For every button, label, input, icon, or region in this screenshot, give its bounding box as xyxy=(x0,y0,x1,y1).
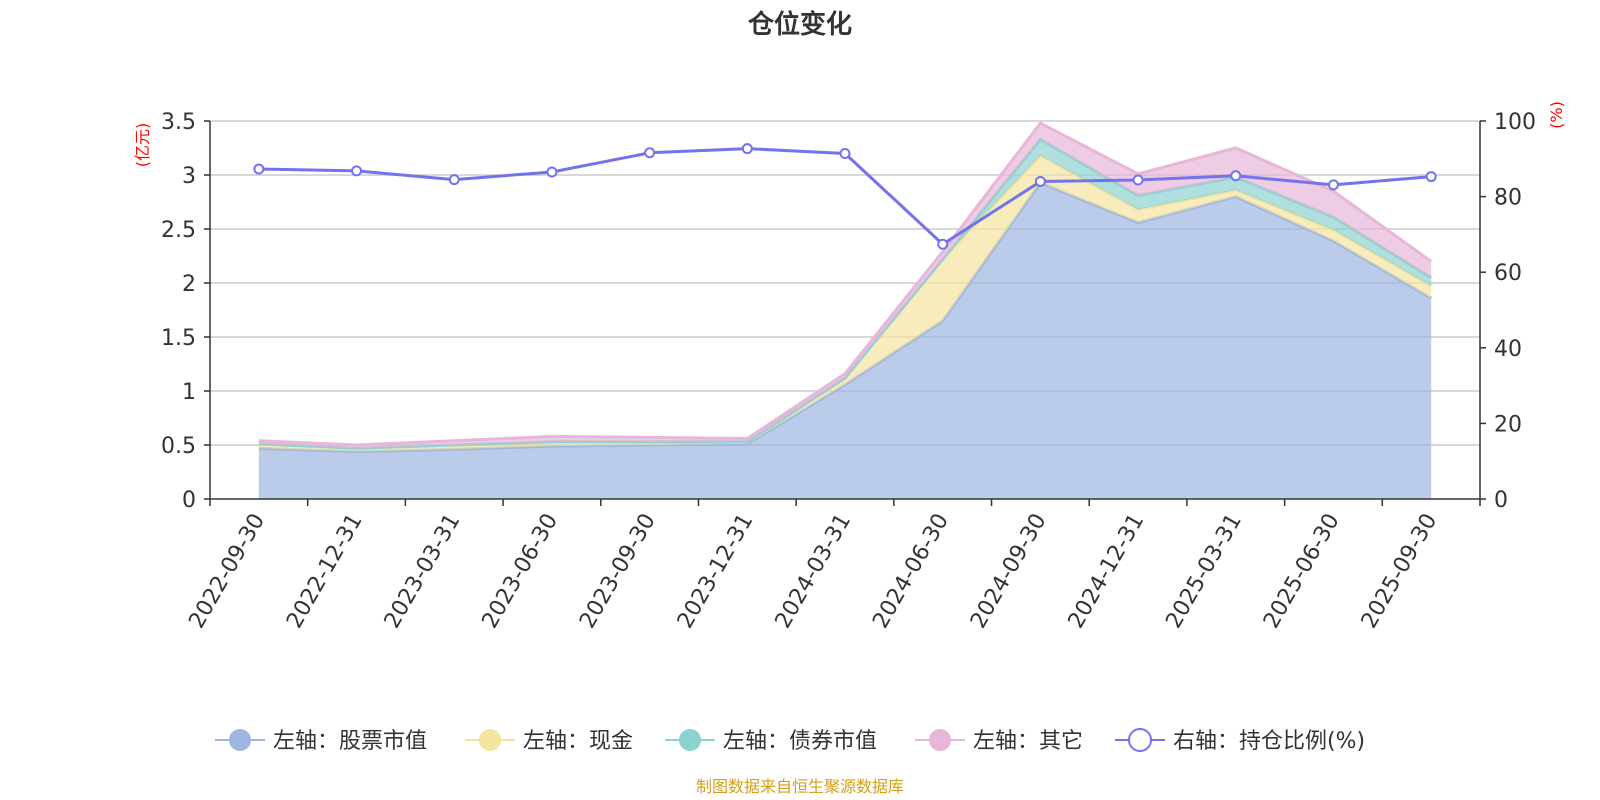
left-axis-unit: (亿元) xyxy=(133,123,152,168)
area-series-0 xyxy=(258,182,1432,499)
legend-label: 左轴：其它 xyxy=(973,729,1083,754)
left-tick-label: 2 xyxy=(182,272,196,297)
x-tick-label: 2023-12-31 xyxy=(673,510,759,633)
x-tick-label: 2025-09-30 xyxy=(1357,510,1443,633)
ratio-point xyxy=(351,165,363,177)
legend-item: 左轴：股票市值 xyxy=(215,729,427,754)
ratio-point xyxy=(644,147,656,159)
legend-label: 右轴：持仓比例(%) xyxy=(1173,729,1365,754)
legend-item: 右轴：持仓比例(%) xyxy=(1115,728,1365,754)
legend-marker xyxy=(229,729,251,751)
right-tick-label: 80 xyxy=(1494,186,1522,211)
right-tick-label: 0 xyxy=(1494,488,1508,513)
ratio-point xyxy=(1327,179,1339,191)
legend-item: 左轴：现金 xyxy=(465,729,633,754)
ratio-point xyxy=(1132,174,1144,186)
legend-item: 左轴：其它 xyxy=(915,729,1083,754)
legend-marker xyxy=(679,729,701,751)
x-tick-label: 2024-12-31 xyxy=(1064,510,1150,633)
ratio-point xyxy=(448,174,460,186)
holding-ratio-line xyxy=(253,143,1437,250)
ratio-point xyxy=(546,166,558,178)
ratio-point xyxy=(1425,171,1437,183)
x-tick-label: 2022-09-30 xyxy=(184,510,270,633)
ratio-point xyxy=(253,163,265,175)
legend-marker xyxy=(1128,728,1152,752)
legend-label: 左轴：现金 xyxy=(523,729,633,754)
chart-title: 仓位变化 xyxy=(747,9,852,40)
area-edge-series-3 xyxy=(258,121,1433,447)
x-tick-label: 2023-06-30 xyxy=(478,510,564,633)
legend-label: 左轴：股票市值 xyxy=(273,729,427,754)
right-tick-label: 20 xyxy=(1494,412,1522,437)
right-tick-label: 60 xyxy=(1494,261,1522,286)
stacked-areas xyxy=(258,121,1433,499)
left-tick-label: 1.5 xyxy=(161,326,196,351)
data-source-note: 制图数据来自恒生聚源数据库 xyxy=(696,777,904,796)
left-tick-label: 3.5 xyxy=(161,110,196,135)
ratio-point xyxy=(1230,170,1242,182)
x-tick-label: 2025-03-31 xyxy=(1161,510,1247,633)
gridlines xyxy=(210,120,1480,446)
right-tick-label: 40 xyxy=(1494,337,1522,362)
x-tick-label: 2024-09-30 xyxy=(966,510,1052,633)
right-tick-label: 100 xyxy=(1494,110,1536,135)
right-axis-unit: (%) xyxy=(1547,101,1566,129)
left-tick-label: 2.5 xyxy=(161,218,196,243)
legend: 左轴：股票市值 左轴：现金 左轴：债券市值 左轴：其它 右轴：持仓比例(%) xyxy=(215,728,1365,754)
left-tick-label: 3 xyxy=(182,164,196,189)
x-tick-label: 2022-12-31 xyxy=(282,510,368,633)
x-tick-label: 2024-06-30 xyxy=(868,510,954,633)
legend-marker xyxy=(479,729,501,751)
x-tick-label: 2023-09-30 xyxy=(575,510,661,633)
left-tick-label: 1 xyxy=(182,380,196,405)
ratio-point xyxy=(1034,175,1046,187)
x-tick-label: 2025-06-30 xyxy=(1259,510,1345,633)
x-tick-label: 2023-03-31 xyxy=(380,510,466,633)
legend-label: 左轴：债券市值 xyxy=(723,729,877,754)
ratio-point xyxy=(839,148,851,160)
left-tick-label: 0 xyxy=(182,488,196,513)
legend-item: 左轴：债券市值 xyxy=(665,729,877,754)
ratio-point xyxy=(937,238,949,250)
x-tick-label: 2024-03-31 xyxy=(771,510,857,633)
left-tick-label: 0.5 xyxy=(161,434,196,459)
legend-marker xyxy=(929,729,951,751)
ratio-point xyxy=(741,143,753,155)
